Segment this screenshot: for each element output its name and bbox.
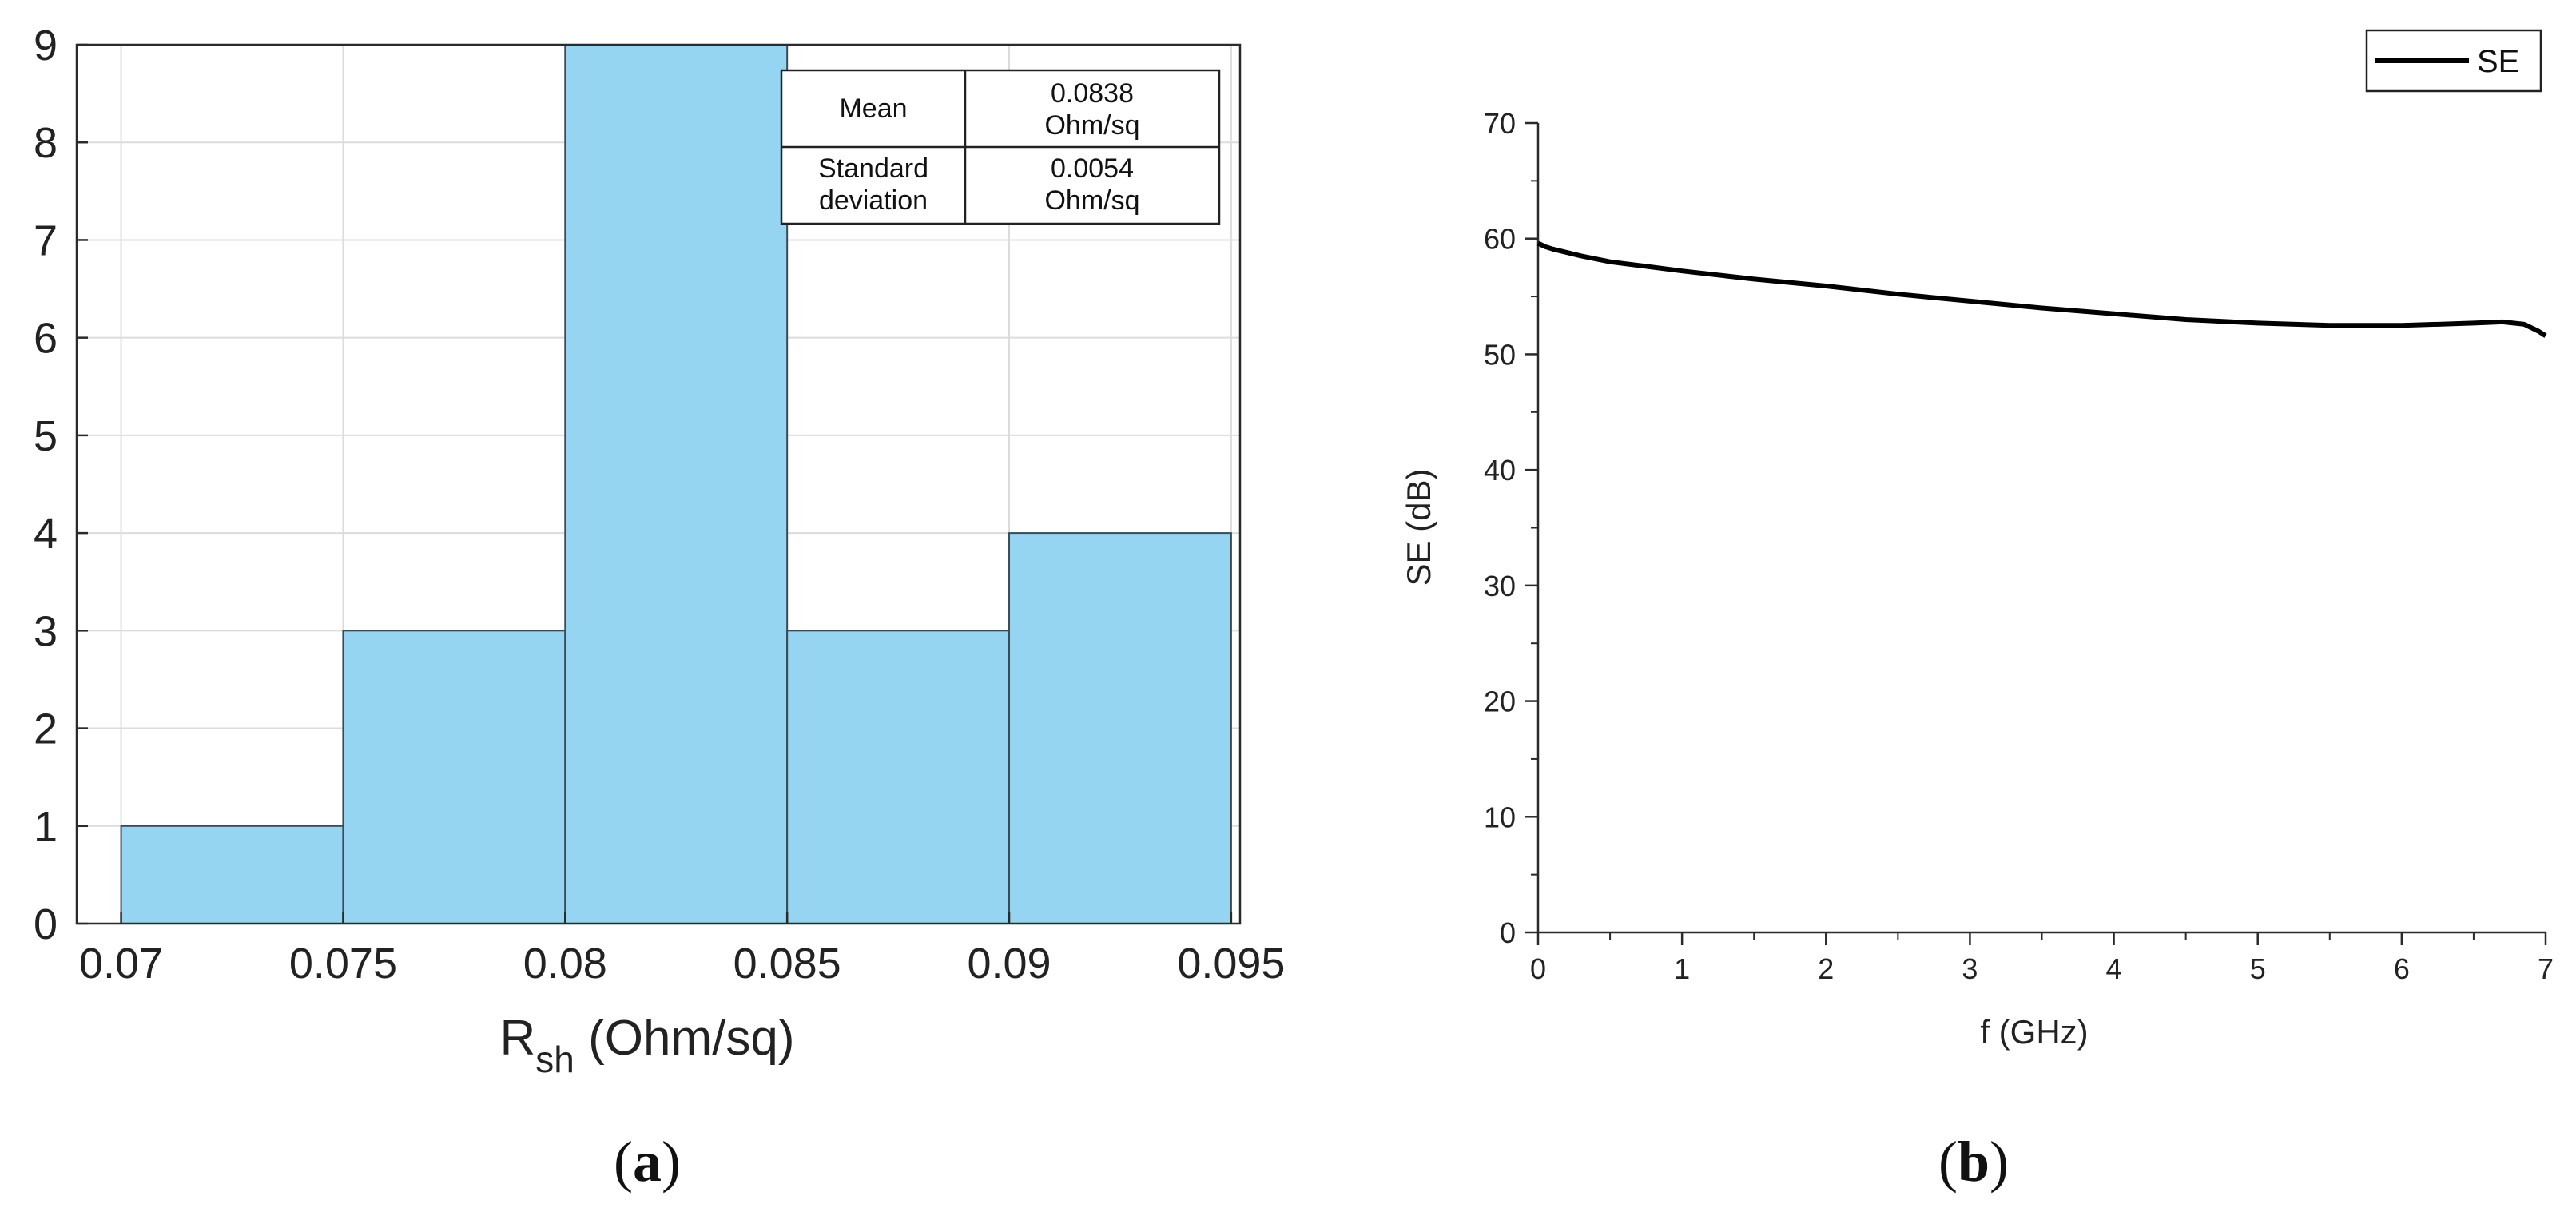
histogram-y-tick-label-3: 3 xyxy=(34,607,58,655)
line-chart-y-tick-label-6: 60 xyxy=(1484,223,1516,256)
histogram-y-tick-label-0: 0 xyxy=(34,900,58,948)
histogram-x-tick-label-3: 0.085 xyxy=(733,940,841,988)
line-chart-x-tick-label-2: 2 xyxy=(1818,952,1834,985)
histogram-x-ticks: 0.07 0.075 0.08 0.085 0.09 0.095 xyxy=(79,912,1285,988)
line-chart-x-tick-label-4: 4 xyxy=(2106,952,2122,985)
line-chart-y-tick-label-1: 10 xyxy=(1484,801,1516,833)
line-chart-y-tick-label-5: 50 xyxy=(1484,338,1516,371)
stats-mean-value: 0.0838 xyxy=(1051,78,1134,109)
line-chart-y-tick-label-4: 40 xyxy=(1484,454,1516,487)
histogram-x-tick-label-4: 0.09 xyxy=(967,940,1051,988)
line-chart-y-tick-label-7: 70 xyxy=(1484,107,1516,140)
histogram-x-axis-label: Rsh (Ohm/sq) xyxy=(500,1011,795,1080)
series-se-line xyxy=(1536,240,2547,338)
panel-b-caption: (b) xyxy=(1938,1130,2009,1194)
line-chart-x-tick-label-5: 5 xyxy=(2250,952,2266,985)
histogram-bars xyxy=(120,44,1232,925)
line-chart-x-tick-label-7: 7 xyxy=(2538,952,2554,985)
histogram-y-tick-label-7: 7 xyxy=(34,217,58,264)
histogram-x-tick-label-2: 0.08 xyxy=(523,940,607,988)
line-chart-x-axis-label: f (GHz) xyxy=(1980,1013,2088,1051)
histogram-panel: 0.07 0.075 0.08 0.085 0.09 0.095 0 1 2 3 4 5 6 7 8 9 M… xyxy=(34,22,1286,1194)
histogram-bar-3 xyxy=(786,630,1011,924)
line-chart-x-tick-label-0: 0 xyxy=(1530,952,1546,985)
line-chart-y-tick-label-2: 20 xyxy=(1484,686,1516,718)
panel-a-caption: (a) xyxy=(614,1130,681,1194)
x-label-rest: (Ohm/sq) xyxy=(574,1011,795,1066)
line-chart-y-tick-label-3: 30 xyxy=(1484,570,1516,602)
line-chart-x-ticks: 0 1 2 3 4 5 6 7 xyxy=(1530,932,2554,985)
histogram-bar-2 xyxy=(564,44,789,924)
histogram-y-tick-label-8: 8 xyxy=(34,119,58,167)
stats-table: Mean 0.0838 Ohm/sq Standard deviation 0.… xyxy=(780,69,1221,225)
histogram-x-tick-label-0: 0.07 xyxy=(79,940,163,988)
stats-std-label-line1: Standard xyxy=(818,153,928,184)
stats-mean-label: Mean xyxy=(839,93,907,124)
stats-std-unit: Ohm/sq xyxy=(1044,185,1139,216)
panel-a-caption-letter: a xyxy=(633,1130,662,1194)
histogram-bar-0 xyxy=(120,825,344,925)
stats-std-label-line2: deviation xyxy=(819,185,928,216)
line-chart-x-tick-label-3: 3 xyxy=(1962,952,1978,985)
panel-b-caption-letter: b xyxy=(1958,1130,1990,1194)
line-chart-y-axis-label: SE (dB) xyxy=(1400,468,1437,586)
x-label-subscript: sh xyxy=(535,1039,574,1080)
histogram-y-tick-label-1: 1 xyxy=(34,803,58,851)
histogram-x-tick-label-5: 0.095 xyxy=(1177,940,1285,988)
histogram-y-ticks: 0 1 2 3 4 5 6 7 8 9 xyxy=(34,22,88,948)
histogram-y-tick-label-5: 5 xyxy=(34,412,58,460)
histogram-y-tick-label-6: 6 xyxy=(34,315,58,363)
line-chart-panel: 0 1 2 3 4 5 6 7 0 10 20 30 40 50 60 70 SE f (GHz) SE (… xyxy=(1400,29,2554,1194)
x-label-main: R xyxy=(500,1011,536,1066)
histogram-y-tick-label-9: 9 xyxy=(34,22,58,70)
stats-std-value: 0.0054 xyxy=(1051,153,1134,184)
histogram-y-tick-label-2: 2 xyxy=(34,705,58,753)
line-chart-x-tick-label-6: 6 xyxy=(2394,952,2410,985)
legend-se-label: SE xyxy=(2477,44,2519,79)
histogram-y-tick-label-4: 4 xyxy=(34,510,58,558)
stats-mean-unit: Ohm/sq xyxy=(1044,110,1139,141)
histogram-x-tick-label-1: 0.075 xyxy=(289,940,397,988)
line-chart-legend: SE xyxy=(2365,29,2542,93)
line-chart-x-tick-label-1: 1 xyxy=(1674,952,1690,985)
line-chart-y-tick-label-0: 0 xyxy=(1500,916,1516,949)
histogram-bar-1 xyxy=(342,630,566,924)
histogram-axes-frame xyxy=(75,43,1242,925)
line-chart-y-ticks: 0 10 20 30 40 50 60 70 xyxy=(1484,107,1538,949)
histogram-bar-4 xyxy=(1008,532,1232,924)
